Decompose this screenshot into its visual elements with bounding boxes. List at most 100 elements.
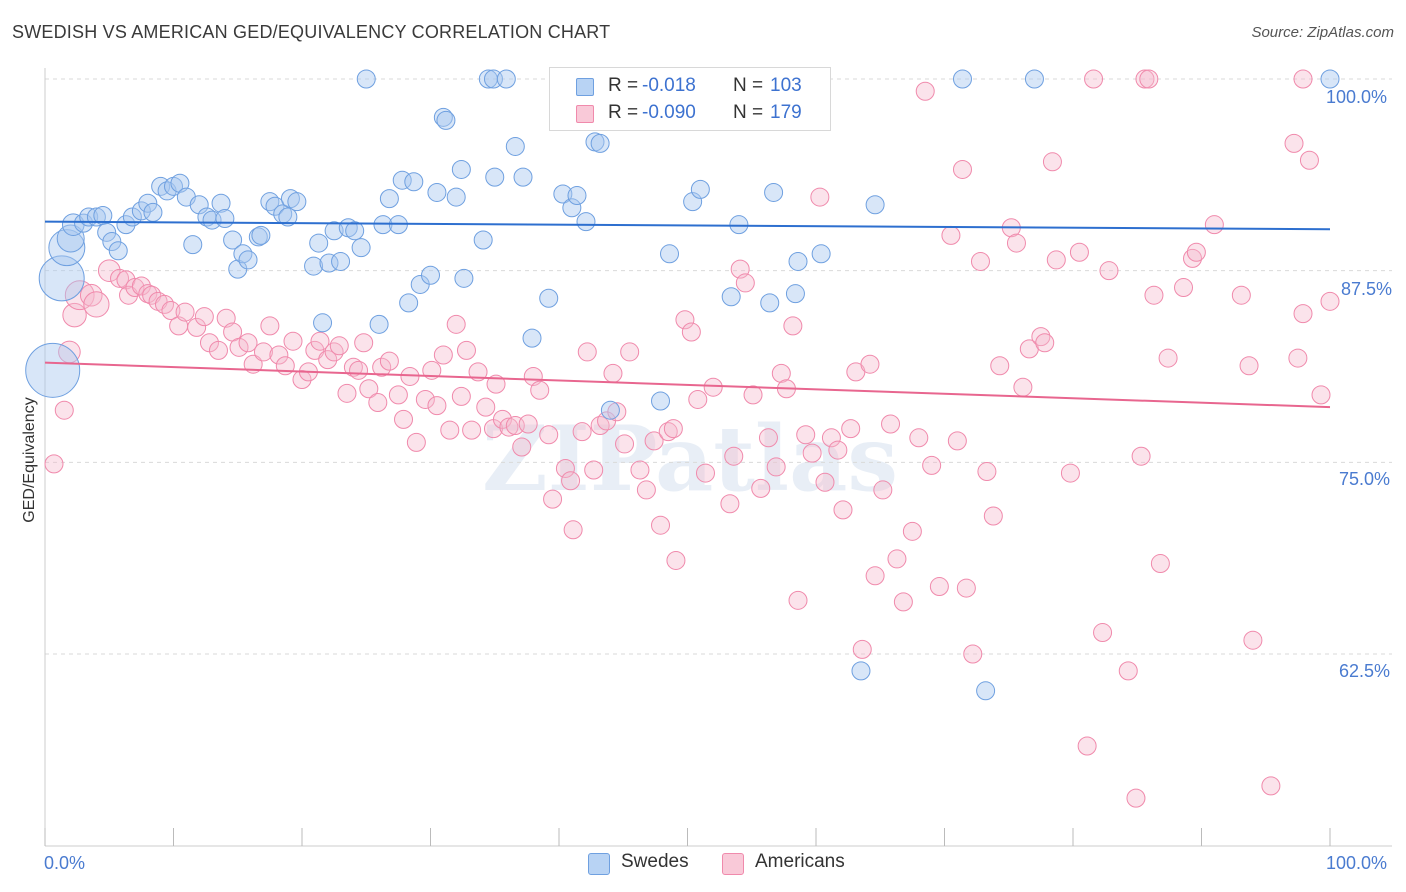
americans-point [269, 345, 289, 365]
americans-point [283, 331, 303, 351]
americans-point [1031, 327, 1051, 347]
americans-point [893, 592, 913, 612]
swedes-point [351, 238, 371, 258]
swedes-point [788, 251, 808, 271]
x-tick-label-left: 0.0% [44, 853, 86, 873]
swedes-point [97, 222, 117, 242]
legend-swatch-americans [576, 105, 594, 123]
legend-swatch-swedes [576, 78, 594, 96]
americans-trend-line [44, 361, 1331, 409]
swedes-point [38, 255, 85, 302]
swedes-point [721, 287, 741, 307]
americans-point [815, 472, 835, 492]
swedes-point [433, 107, 453, 127]
americans-point [572, 422, 592, 442]
americans-point [433, 345, 453, 365]
americans-point [44, 454, 64, 474]
americans-point [1006, 233, 1026, 253]
swedes-point [56, 224, 85, 253]
swedes-point [729, 215, 749, 235]
americans-swatch [722, 853, 744, 875]
americans-point [260, 316, 280, 336]
swedes-point [309, 233, 329, 253]
americans-point [292, 370, 312, 390]
americans-point [563, 520, 583, 540]
americans-point [577, 342, 597, 362]
swedes-point [1024, 69, 1044, 89]
swedes-point [345, 221, 365, 241]
americans-point [1077, 736, 1097, 756]
swedes-point [223, 230, 243, 250]
americans-point [561, 471, 581, 491]
americans-point [1042, 152, 1062, 172]
americans-point [983, 506, 1003, 526]
y-tick-label: 87.5% [1341, 279, 1393, 299]
americans-legend-label: Americans [755, 851, 845, 872]
americans-point [915, 81, 935, 101]
americans-point [415, 389, 435, 409]
americans-point [456, 340, 476, 360]
americans-point [110, 268, 130, 288]
swedes-point [785, 284, 805, 304]
swedes-point [600, 400, 620, 420]
americans-point [620, 342, 640, 362]
americans-point [644, 431, 664, 451]
americans-point [802, 443, 822, 463]
swedes-point [539, 288, 559, 308]
americans-point [125, 278, 145, 298]
americans-point [492, 409, 512, 429]
americans-point [909, 428, 929, 448]
axes [44, 68, 1392, 847]
americans-point [1174, 278, 1194, 298]
swedes-swatch [588, 853, 610, 875]
swedes-point [576, 212, 596, 232]
americans-point [947, 431, 967, 451]
americans-point [372, 357, 392, 377]
americans-point [615, 434, 635, 454]
americans-point [1311, 385, 1331, 405]
americans-point [208, 340, 228, 360]
americans-point [990, 356, 1010, 376]
americans-point [476, 397, 496, 417]
americans-point [720, 494, 740, 514]
x-tick-label-right: 100.0% [1326, 853, 1388, 873]
swedes-trend-line [44, 220, 1331, 231]
americans-point [451, 386, 471, 406]
americans-point [1243, 630, 1263, 650]
swedes-point [331, 251, 351, 271]
swedes-point [760, 293, 780, 313]
americans-point [1046, 250, 1066, 270]
americans-point [79, 283, 103, 307]
americans-point [788, 590, 808, 610]
americans-point [1144, 285, 1164, 305]
americans-point [54, 400, 74, 420]
americans-point [703, 377, 723, 397]
americans-point [1183, 248, 1203, 268]
americans-point [666, 550, 686, 570]
americans-point [630, 460, 650, 480]
y-axis-label: GED/Equivalency [21, 397, 38, 523]
americans-point [865, 566, 885, 586]
swedes-point [356, 69, 376, 89]
americans-point [841, 419, 861, 439]
americans-point [1261, 776, 1281, 796]
americans-point [329, 336, 349, 356]
americans-point [427, 396, 447, 416]
americans-point [1099, 261, 1119, 281]
americans-point [359, 379, 379, 399]
americans-point [663, 419, 683, 439]
americans-point [1013, 377, 1033, 397]
swedes-point [369, 314, 389, 334]
americans-point [724, 446, 744, 466]
swedes-point [48, 229, 86, 267]
americans-point [952, 159, 972, 179]
americans-point [771, 363, 791, 383]
americans-point [1126, 788, 1146, 808]
americans-point [354, 333, 374, 353]
swedes-point [811, 244, 831, 264]
swedes-point [251, 225, 271, 245]
americans-point [1150, 554, 1170, 574]
americans-point [1118, 661, 1138, 681]
swedes-point [304, 256, 324, 276]
americans-point [1060, 463, 1080, 483]
